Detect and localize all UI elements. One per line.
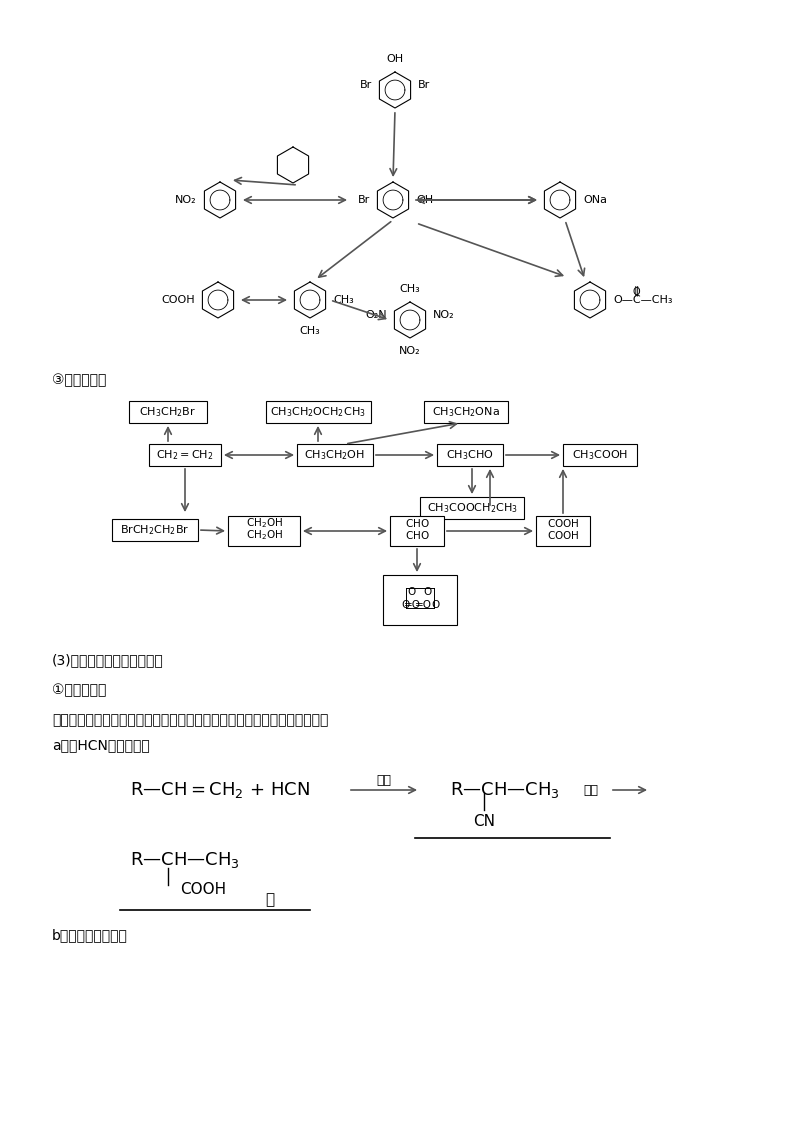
Text: CH₃: CH₃	[300, 326, 320, 336]
Text: COOH: COOH	[180, 883, 226, 898]
Bar	[437, 444, 503, 466]
Text: NO₂: NO₂	[175, 195, 197, 205]
Text: O: O	[401, 600, 409, 610]
Text: 有机合成题中碳链的增长，一般会以信息形式给出，常见的方式如下所示。: 有机合成题中碳链的增长，一般会以信息形式给出，常见的方式如下所示。	[52, 713, 328, 727]
Text: =O: =O	[414, 600, 431, 610]
Text: O: O	[408, 588, 416, 597]
Text: a．与HCN的加成反应: a．与HCN的加成反应	[52, 738, 150, 752]
Text: O: O	[632, 288, 640, 297]
Text: ONa: ONa	[583, 195, 607, 205]
Text: O: O	[431, 600, 439, 610]
Text: O₂N: O₂N	[366, 310, 387, 320]
Bar	[112, 518, 198, 541]
Text: $\mathrm{BrCH_2CH_2Br}$: $\mathrm{BrCH_2CH_2Br}$	[120, 523, 190, 537]
Bar	[149, 444, 221, 466]
Text: Br: Br	[360, 80, 372, 91]
Text: ①碳链的增长: ①碳链的增长	[52, 683, 106, 697]
Text: b．加聚或缩聚反应: b．加聚或缩聚反应	[52, 928, 128, 942]
Text: 加成: 加成	[377, 773, 391, 787]
Text: CN: CN	[473, 815, 495, 830]
Bar	[266, 401, 370, 423]
Bar	[228, 516, 300, 546]
Text: ‖: ‖	[634, 285, 638, 295]
Text: Br: Br	[418, 80, 430, 91]
Text: O: O	[424, 588, 432, 597]
Bar	[129, 401, 207, 423]
Bar	[420, 497, 524, 518]
Text: $\mathrm{CH_3COOH}$: $\mathrm{CH_3COOH}$	[572, 448, 628, 462]
Text: $\mathrm{CH_3CH_2OCH_2CH_3}$: $\mathrm{CH_3CH_2OCH_2CH_3}$	[270, 405, 366, 419]
Text: COOH: COOH	[162, 295, 195, 305]
Text: $\mathrm{CH_2{=}CH_2}$: $\mathrm{CH_2{=}CH_2}$	[156, 448, 214, 462]
Text: (3)有机合成中碳骨架的构建: (3)有机合成中碳骨架的构建	[52, 653, 164, 667]
Bar	[424, 401, 508, 423]
Text: CH₃: CH₃	[333, 295, 354, 305]
Text: R—CH—CH$_3$: R—CH—CH$_3$	[130, 850, 240, 871]
Text: 水解: 水解	[583, 783, 598, 797]
Text: $\mathrm{COOH}$: $\mathrm{COOH}$	[547, 517, 579, 529]
Bar	[390, 516, 444, 546]
Text: $\mathrm{COOH}$: $\mathrm{COOH}$	[547, 529, 579, 541]
Text: R—CH—CH$_3$: R—CH—CH$_3$	[450, 780, 560, 800]
Text: $\mathrm{CH_2OH}$: $\mathrm{CH_2OH}$	[246, 516, 282, 530]
Text: CH₃: CH₃	[400, 284, 420, 294]
Text: $\mathrm{CHO}$: $\mathrm{CHO}$	[405, 529, 430, 541]
Text: ③烃的衍生物: ③烃的衍生物	[52, 374, 106, 387]
Text: $\mathrm{CH_3COOCH_2CH_3}$: $\mathrm{CH_3COOCH_2CH_3}$	[426, 501, 518, 515]
Bar	[383, 575, 457, 625]
Text: $\mathrm{CH_3CHO}$: $\mathrm{CH_3CHO}$	[446, 448, 494, 462]
Text: NO₂: NO₂	[399, 346, 421, 355]
Bar	[536, 516, 590, 546]
Text: $\mathrm{CH_3CH_2Br}$: $\mathrm{CH_3CH_2Br}$	[139, 405, 197, 419]
Text: $\mathrm{CH_2OH}$: $\mathrm{CH_2OH}$	[246, 529, 282, 542]
Text: Br: Br	[358, 195, 370, 205]
Text: $\mathrm{CH_3CH_2OH}$: $\mathrm{CH_3CH_2OH}$	[305, 448, 366, 462]
Text: =O: =O	[403, 600, 421, 610]
Text: $\mathrm{CH_3CH_2ONa}$: $\mathrm{CH_3CH_2ONa}$	[432, 405, 500, 419]
Text: OH: OH	[416, 195, 433, 205]
Text: $\mathrm{CHO}$: $\mathrm{CHO}$	[405, 517, 430, 529]
Text: O—C—CH₃: O—C—CH₃	[613, 295, 673, 305]
Text: NO₂: NO₂	[433, 310, 454, 320]
Text: OH: OH	[386, 54, 403, 65]
Text: 。: 。	[265, 892, 274, 908]
Bar	[297, 444, 373, 466]
Text: R—CH$=$CH$_2$ + HCN: R—CH$=$CH$_2$ + HCN	[130, 780, 310, 800]
Bar	[563, 444, 637, 466]
